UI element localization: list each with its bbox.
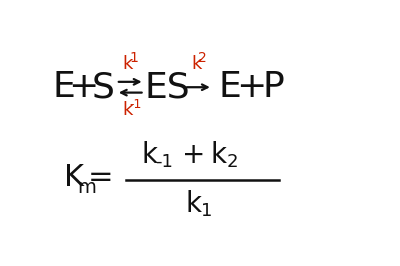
- Text: k: k: [123, 101, 133, 119]
- Text: =: =: [88, 163, 113, 192]
- Text: K: K: [64, 163, 84, 192]
- Text: 2: 2: [198, 51, 207, 65]
- Text: 1: 1: [130, 51, 138, 65]
- Text: k: k: [191, 55, 201, 73]
- Text: k: k: [211, 141, 227, 169]
- Text: +: +: [236, 70, 267, 104]
- Text: E: E: [52, 70, 75, 104]
- Text: k: k: [185, 190, 201, 218]
- Text: E: E: [218, 70, 241, 104]
- Text: ES: ES: [145, 70, 191, 104]
- Text: +: +: [182, 141, 205, 169]
- Text: 2: 2: [226, 153, 238, 171]
- Text: m: m: [77, 178, 96, 197]
- Text: 1: 1: [201, 202, 212, 220]
- Text: -1: -1: [130, 98, 142, 111]
- Text: P: P: [262, 70, 284, 104]
- Text: k: k: [123, 55, 133, 73]
- Text: k: k: [141, 141, 157, 169]
- Text: -1: -1: [155, 153, 173, 171]
- Text: +: +: [68, 70, 98, 104]
- Text: S: S: [91, 70, 114, 104]
